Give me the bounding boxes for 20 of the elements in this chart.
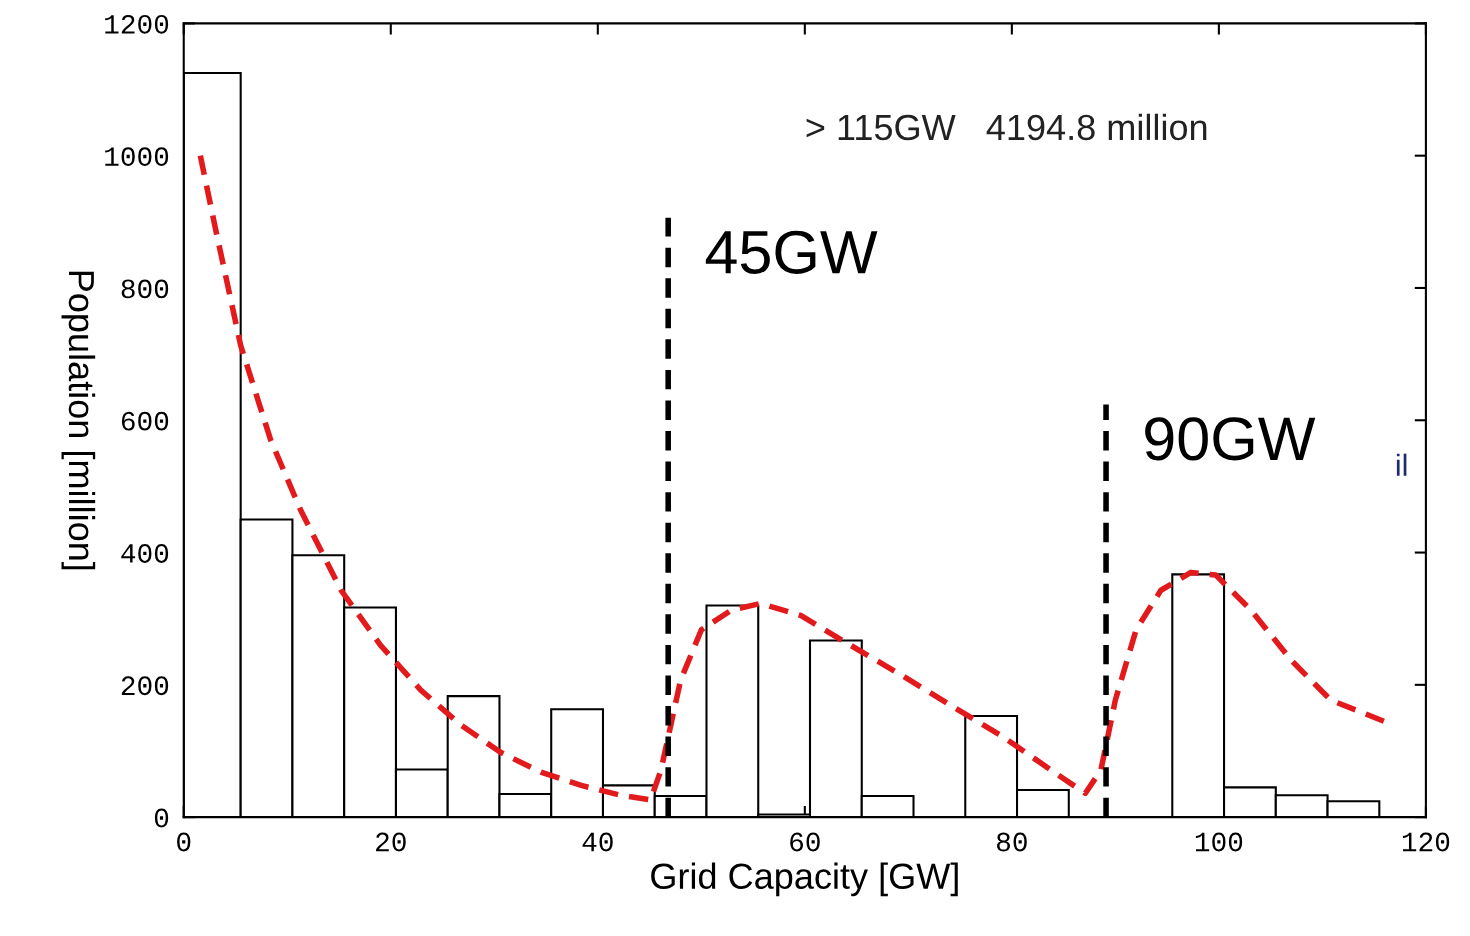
y-tick-label: 200: [121, 676, 169, 696]
y-tick-label: 0: [154, 808, 169, 828]
y-axis-title: Population [million]: [61, 271, 96, 570]
x-tick-label: 80: [996, 832, 1027, 852]
y-tick-label: 600: [121, 411, 169, 431]
x-tick-label: 120: [1402, 832, 1450, 852]
y-tick-label: 400: [121, 544, 169, 563]
ref-line-label: 45GW: [705, 230, 878, 274]
ref-line-label: 90GW: [1145, 417, 1316, 461]
y-tick-label: 1000: [105, 147, 169, 167]
x-tick-label: 20: [376, 832, 406, 852]
x-tick-label: 0: [177, 832, 191, 852]
x-axis-title: Grid Capacity [GW]: [651, 862, 958, 897]
y-tick-label: 1200: [105, 14, 169, 34]
y-tick-label: 800: [121, 279, 169, 299]
annotation: > 115GW 4194.8 million: [806, 113, 1207, 141]
x-tick-label: 100: [1195, 832, 1243, 852]
x-tick-label: 60: [790, 832, 820, 852]
x-tick-label: 40: [582, 832, 613, 852]
annotation: il: [1396, 453, 1407, 476]
